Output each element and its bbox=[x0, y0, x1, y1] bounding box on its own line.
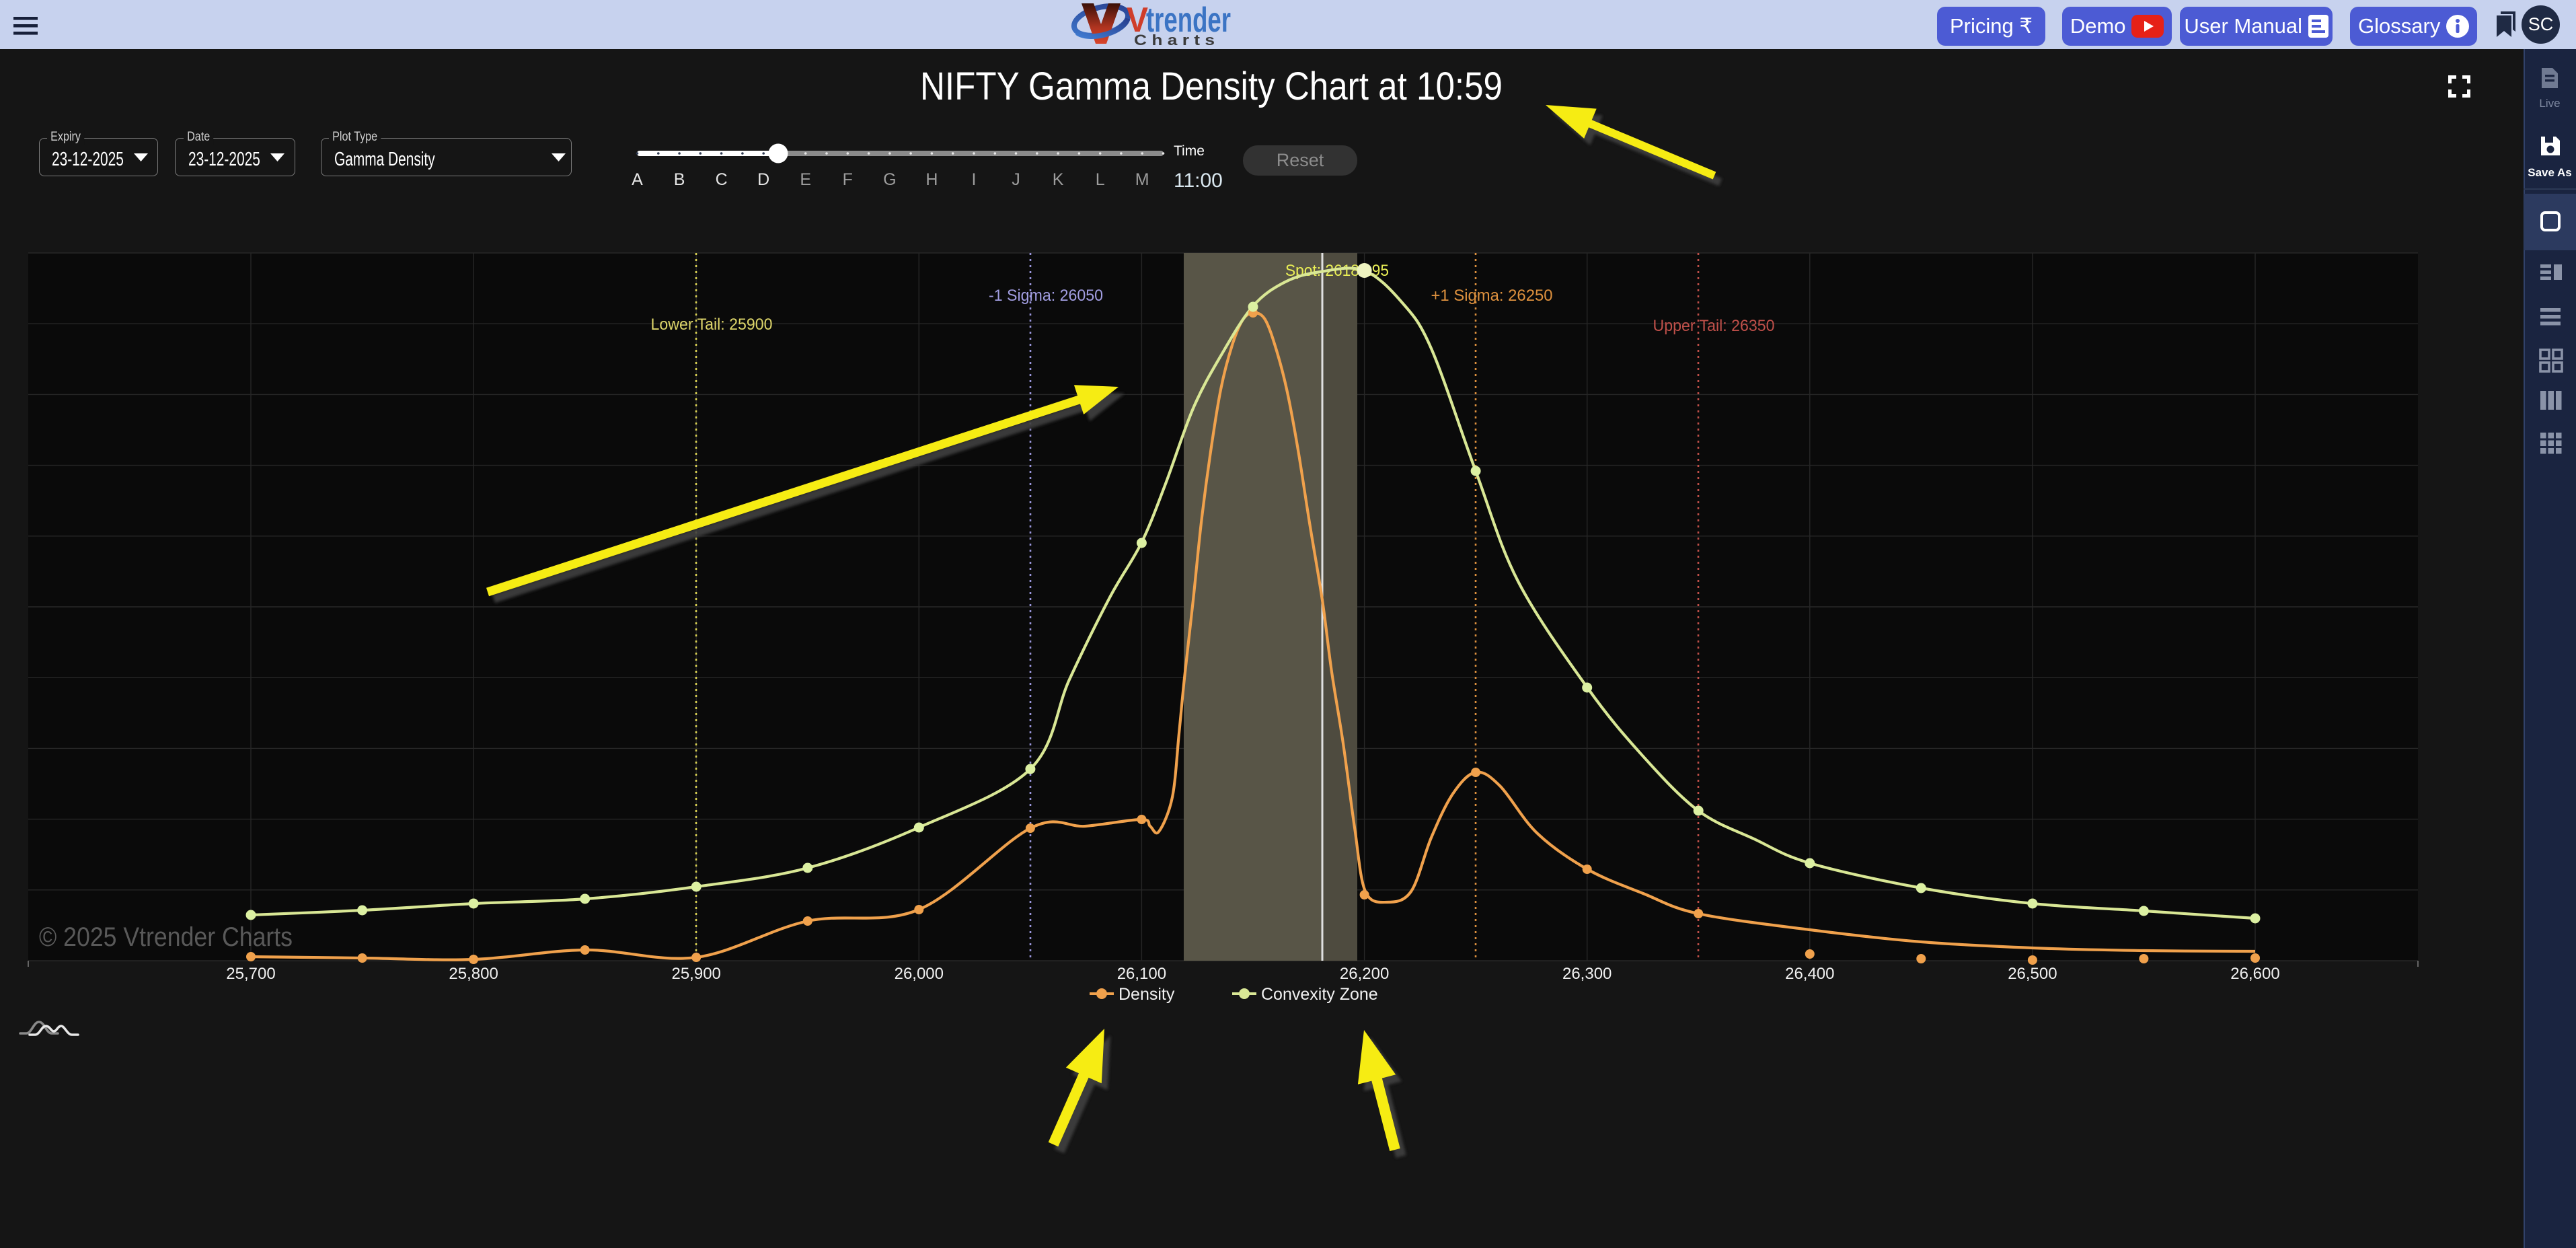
svg-text:I: I bbox=[972, 170, 977, 189]
svg-text:© 2025 Vtrender Charts: © 2025 Vtrender Charts bbox=[39, 922, 293, 952]
svg-text:E: E bbox=[800, 170, 811, 189]
svg-text:B: B bbox=[674, 170, 685, 189]
svg-text:25,700: 25,700 bbox=[226, 965, 275, 983]
svg-text:26,100: 26,100 bbox=[1117, 965, 1166, 983]
svg-text:C: C bbox=[716, 170, 728, 189]
svg-text:-1 Sigma: 26050: -1 Sigma: 26050 bbox=[989, 287, 1103, 305]
svg-text:Live: Live bbox=[2539, 97, 2560, 110]
svg-text:C h a r t s: C h a r t s bbox=[1134, 32, 1215, 48]
svg-text:26,400: 26,400 bbox=[1785, 965, 1834, 983]
svg-text:D: D bbox=[757, 170, 769, 189]
svg-text:J: J bbox=[1012, 170, 1020, 189]
svg-text:25,900: 25,900 bbox=[671, 965, 720, 983]
svg-text:26,000: 26,000 bbox=[895, 965, 944, 983]
svg-text:K: K bbox=[1053, 170, 1064, 189]
svg-text:26,200: 26,200 bbox=[1340, 965, 1389, 983]
svg-text:NIFTY Gamma Density Chart at 1: NIFTY Gamma Density Chart at 10:59 bbox=[920, 65, 1503, 108]
svg-text:M: M bbox=[1135, 170, 1149, 189]
svg-text:Convexity Zone: Convexity Zone bbox=[1261, 985, 1378, 1004]
svg-text:25,800: 25,800 bbox=[449, 965, 498, 983]
svg-text:Upper Tail: 26350: Upper Tail: 26350 bbox=[1653, 317, 1775, 335]
svg-text:F: F bbox=[843, 170, 853, 189]
svg-text:+1 Sigma: 26250: +1 Sigma: 26250 bbox=[1431, 287, 1553, 305]
svg-text:H: H bbox=[925, 170, 938, 189]
svg-text:A: A bbox=[632, 170, 643, 189]
svg-text:Save As: Save As bbox=[2528, 166, 2572, 179]
svg-text:L: L bbox=[1096, 170, 1105, 189]
svg-text:26,300: 26,300 bbox=[1562, 965, 1612, 983]
svg-text:V: V bbox=[1127, 2, 1148, 40]
svg-text:Density: Density bbox=[1119, 985, 1175, 1004]
svg-text:trender: trender bbox=[1146, 2, 1231, 40]
svg-text:26,600: 26,600 bbox=[2230, 965, 2279, 983]
svg-text:26,500: 26,500 bbox=[2008, 965, 2057, 983]
svg-text:Lower Tail: 25900: Lower Tail: 25900 bbox=[651, 316, 773, 334]
svg-text:G: G bbox=[883, 170, 896, 189]
